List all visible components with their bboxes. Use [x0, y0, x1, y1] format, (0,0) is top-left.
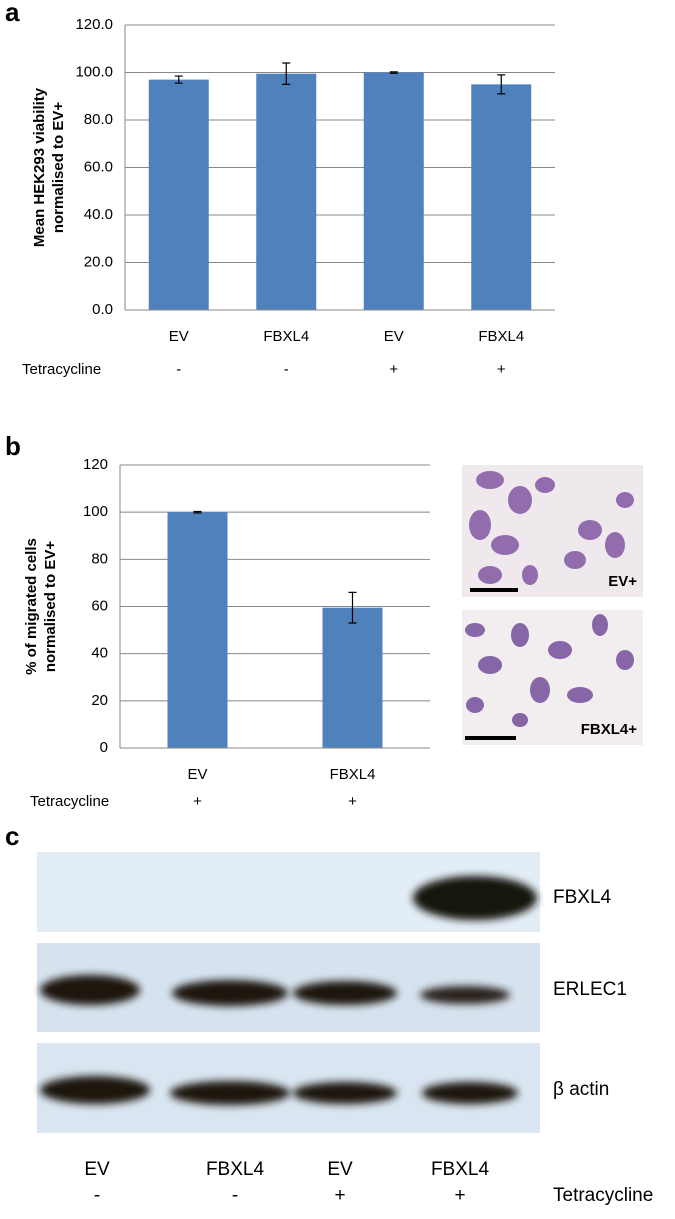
row-label: Tetracycline: [553, 1185, 653, 1206]
treatment-sign: -: [94, 1185, 100, 1206]
y-tick-label: 120.0: [75, 16, 113, 33]
y-tick-label: 80: [91, 550, 108, 567]
panel-label: c: [5, 821, 19, 851]
lane-label: EV: [84, 1159, 110, 1180]
y-tick-label: 100: [83, 503, 108, 520]
y-tick-label: 40: [91, 645, 108, 662]
error-bar: [282, 62, 291, 85]
x-tick-label: EV: [169, 328, 189, 345]
blot-row-label: ERLEC1: [553, 979, 627, 1000]
row-label: Tetracycline: [22, 361, 101, 378]
error-bar: [497, 74, 506, 95]
x-tick-label: FBXL4: [330, 766, 376, 783]
bar: [471, 84, 532, 310]
image-label: EV+: [608, 573, 637, 590]
lane-label: FBXL4: [431, 1159, 490, 1180]
treatment-sign: +: [497, 361, 506, 378]
lane-label: EV: [327, 1159, 353, 1180]
blot-row-label: β actin: [553, 1079, 609, 1100]
y-tick-label: 80.0: [84, 111, 113, 128]
blot-row-label: FBXL4: [553, 887, 612, 908]
y-tick-label: 20: [91, 692, 108, 709]
micrograph: [462, 465, 643, 597]
y-axis-title: normalised to EV+: [50, 102, 67, 234]
x-tick-label: FBXL4: [478, 328, 524, 345]
y-tick-label: 0.0: [92, 301, 113, 318]
bar: [363, 72, 424, 310]
x-tick-label: FBXL4: [263, 328, 309, 345]
panel-label: a: [5, 0, 20, 27]
y-tick-label: 60: [91, 597, 108, 614]
treatment-sign: +: [389, 361, 398, 378]
treatment-sign: -: [176, 361, 181, 378]
bar: [148, 79, 209, 310]
bar: [167, 512, 228, 748]
treatment-sign: +: [193, 793, 202, 810]
micrograph: [462, 610, 643, 745]
treatment-sign: +: [348, 793, 357, 810]
x-tick-label: EV: [187, 766, 207, 783]
y-tick-label: 20.0: [84, 253, 113, 270]
bar: [256, 73, 317, 310]
error-bar: [348, 591, 357, 624]
panel-label: b: [5, 431, 21, 461]
treatment-sign: +: [454, 1185, 465, 1206]
row-label: Tetracycline: [30, 793, 109, 810]
y-tick-label: 0: [100, 739, 108, 756]
y-tick-label: 120: [83, 456, 108, 473]
image-label: FBXL4+: [581, 721, 638, 738]
y-tick-label: 100.0: [75, 63, 113, 80]
y-tick-label: 40.0: [84, 206, 113, 223]
lane-label: FBXL4: [206, 1159, 265, 1180]
treatment-sign: -: [232, 1185, 238, 1206]
error-bar: [174, 75, 183, 84]
y-tick-label: 60.0: [84, 158, 113, 175]
error-bar: [389, 71, 398, 74]
y-axis-title: normalised to EV+: [42, 541, 59, 673]
y-axis-title: % of migrated cells: [23, 538, 40, 675]
treatment-sign: -: [284, 361, 289, 378]
bar: [322, 607, 383, 748]
error-bar: [193, 510, 202, 514]
x-tick-label: EV: [384, 328, 404, 345]
treatment-sign: +: [334, 1185, 345, 1206]
y-axis-title: Mean HEK293 viability: [31, 87, 48, 247]
blot-bands: [40, 876, 537, 1105]
